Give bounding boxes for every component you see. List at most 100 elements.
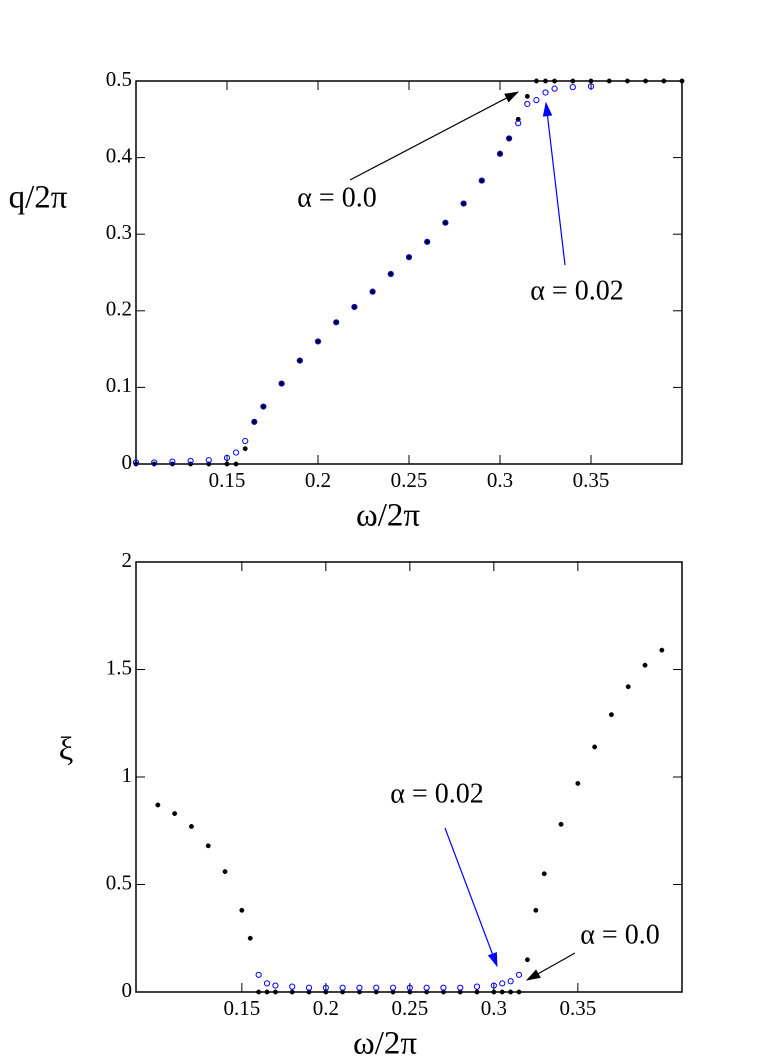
data-point <box>570 78 576 84</box>
annotation-arrow <box>525 952 576 981</box>
data-point <box>499 989 505 995</box>
annotation-arrow <box>542 101 566 266</box>
data-point <box>533 907 539 913</box>
x-tick-label: 0.25 <box>391 468 428 492</box>
data-point <box>542 89 549 96</box>
data-point <box>223 454 231 461</box>
data-point <box>524 957 530 963</box>
data-point <box>151 459 158 466</box>
data-point <box>406 984 413 991</box>
data-point <box>172 811 178 816</box>
data-point <box>278 380 285 387</box>
data-point <box>373 984 380 991</box>
data-point <box>260 403 267 410</box>
data-point <box>369 288 376 295</box>
annotation-arrow <box>444 827 498 968</box>
data-point <box>289 983 296 990</box>
data-point <box>390 989 396 995</box>
data-point <box>356 984 363 991</box>
data-point <box>132 459 140 466</box>
data-point <box>592 744 598 750</box>
y-tick-label: 1.5 <box>106 655 132 679</box>
data-point <box>373 989 379 995</box>
data-point <box>543 78 548 84</box>
data-point <box>457 984 464 991</box>
x-tick-label: 0.35 <box>559 996 596 1020</box>
data-point <box>541 871 547 877</box>
data-point <box>389 984 397 991</box>
data-point <box>205 843 211 849</box>
data-point <box>272 989 278 995</box>
x-tick-label: 0.15 <box>223 996 260 1020</box>
y-tick-label: 0.5 <box>106 870 132 894</box>
data-point <box>339 984 346 991</box>
x-tick-label: 0.35 <box>573 468 610 492</box>
y-tick-label: 0.2 <box>106 297 132 321</box>
data-point <box>507 978 514 985</box>
data-point <box>188 824 194 829</box>
data-point <box>351 303 358 311</box>
data-point <box>247 935 253 941</box>
data-point <box>533 78 539 84</box>
legend-label: α = 0.02 <box>530 275 623 306</box>
data-point <box>515 971 523 978</box>
data-point <box>606 78 612 84</box>
x-tick-label: 0.2 <box>313 996 339 1020</box>
y-tick-label: 2 <box>122 548 133 572</box>
data-point <box>239 907 245 913</box>
data-point <box>356 989 362 995</box>
x-tick-label: 0.25 <box>391 996 428 1020</box>
data-point <box>233 461 239 467</box>
data-point <box>473 983 481 990</box>
y-axis-label: ξ <box>59 732 74 768</box>
legend-label: α = 0.0 <box>580 919 659 950</box>
data-point <box>424 989 430 995</box>
data-point <box>516 989 522 995</box>
data-point <box>423 984 430 991</box>
data-point <box>625 684 631 690</box>
data-point <box>608 712 614 718</box>
data-point <box>551 85 558 92</box>
data-point <box>552 78 558 84</box>
data-point <box>387 270 394 278</box>
y-tick-label: 0.4 <box>106 143 133 167</box>
data-point <box>305 984 313 991</box>
data-point <box>491 989 497 995</box>
data-point <box>272 982 279 989</box>
data-point <box>255 971 262 978</box>
data-point <box>533 97 540 104</box>
data-point <box>558 821 564 827</box>
data-point <box>490 982 497 989</box>
data-point <box>588 78 594 84</box>
data-point <box>407 989 413 995</box>
x-tick-label: 0.2 <box>305 468 331 492</box>
data-point <box>306 989 312 995</box>
y-axis-label: q/2π <box>9 180 68 216</box>
data-point <box>508 989 514 995</box>
x-tick-label: 0.15 <box>209 468 246 492</box>
data-point <box>587 83 595 90</box>
data-point <box>575 781 581 786</box>
data-point <box>506 135 513 142</box>
data-point <box>496 150 504 157</box>
data-point <box>642 662 648 668</box>
data-point <box>440 984 447 991</box>
x-axis-label: ω/2π <box>353 1026 417 1055</box>
plot-frame <box>135 80 683 465</box>
data-point <box>323 989 329 995</box>
data-point <box>624 78 630 84</box>
data-point <box>499 980 506 987</box>
y-tick-label: 0.1 <box>106 373 132 397</box>
data-point <box>224 461 230 467</box>
data-point <box>524 100 531 108</box>
data-point <box>442 219 449 226</box>
data-point <box>155 802 161 808</box>
x-tick-label: 0.3 <box>487 468 513 492</box>
data-point <box>289 989 295 995</box>
data-point <box>659 647 665 653</box>
legend-label: α = 0.0 <box>297 182 376 213</box>
data-point <box>251 418 258 425</box>
data-point <box>222 869 228 875</box>
data-point <box>322 984 329 991</box>
data-point <box>233 449 240 456</box>
